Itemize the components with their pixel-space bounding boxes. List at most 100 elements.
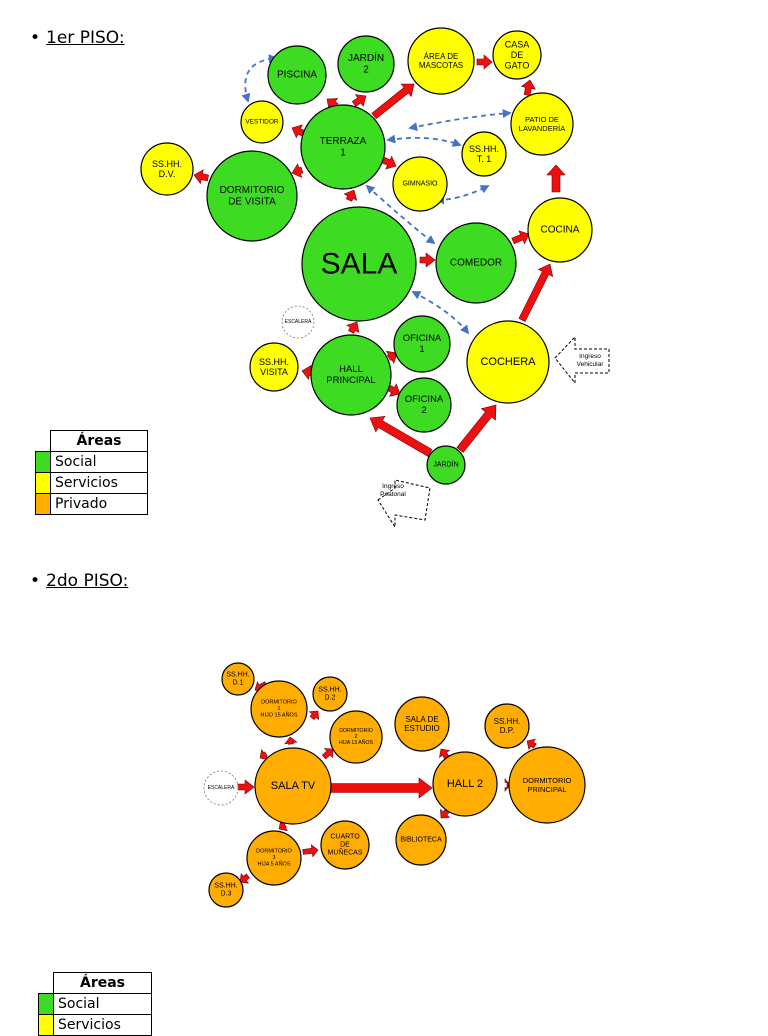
node-circle <box>281 305 315 339</box>
dashed-link-3 <box>408 109 512 132</box>
legend-label-social: Social <box>53 993 152 1015</box>
node-label: DE VISITA <box>228 196 276 207</box>
flow-arrow-27 <box>308 710 320 721</box>
node-label: D.1 <box>233 680 244 687</box>
flow-arrow-7 <box>419 252 436 268</box>
node-circle <box>426 445 466 485</box>
bullet: • <box>30 571 41 591</box>
node-vestidor: VESTIDOR <box>240 100 284 144</box>
node-hall2: HALL 2 <box>432 751 498 817</box>
node-label: D.V. <box>159 169 176 179</box>
flow-arrow-30 <box>239 872 250 884</box>
flow-arrow-23 <box>259 748 269 761</box>
node-label: D.2 <box>325 695 336 702</box>
node-circle <box>407 27 475 95</box>
node-label: MASCOTAS <box>419 61 463 70</box>
node-label: SALA TV <box>271 780 316 792</box>
node-sshh-d1: SS.HH.D.1 <box>221 662 255 696</box>
node-label: ESCALERA <box>208 785 235 791</box>
node-label: CUARTO <box>330 834 360 841</box>
node-circle <box>312 676 348 712</box>
node-label: OFICINA <box>405 394 444 405</box>
node-label: PRINCIPAL <box>527 785 566 794</box>
bullet: • <box>30 28 41 48</box>
legend-label-servicios: Servicios <box>53 1014 152 1036</box>
flow-arrow-13 <box>291 163 304 178</box>
node-label: GATO <box>505 60 530 70</box>
node-sshh-dp: SS.HH.D.P. <box>484 703 530 749</box>
flow-arrow-20 <box>193 169 209 185</box>
flow-arrow-25 <box>284 736 298 745</box>
node-label: ÁREA DE <box>424 52 459 61</box>
node-label: DORMITORIO <box>256 849 292 855</box>
node-circle <box>484 703 530 749</box>
node-circle <box>337 35 395 93</box>
node-circle <box>435 222 517 304</box>
node-biblioteca: BIBLIOTECA <box>395 814 447 866</box>
floor2-heading: • 2do PISO: <box>30 571 128 591</box>
legend-label-social: Social <box>50 451 148 473</box>
flow-arrow-21 <box>235 779 255 795</box>
dashed-link-1 <box>241 54 278 103</box>
node-escalera2: ESCALERA <box>203 770 239 806</box>
node-sala-tv: SALA TV <box>254 747 332 825</box>
node-sshh-d2: SS.HH.D.2 <box>312 676 348 712</box>
node-circle <box>395 814 447 866</box>
node-circle <box>254 747 332 825</box>
legend-floor1: Áreas Social Servicios Privado <box>35 430 148 515</box>
node-circle <box>206 150 298 242</box>
node-label: VISITA <box>260 367 288 377</box>
node-label: 3 <box>272 855 275 861</box>
legend-title: Áreas <box>53 972 152 994</box>
flow-arrow-6 <box>387 383 401 397</box>
node-circle <box>267 45 327 105</box>
node-cocina: COCINA <box>527 197 593 263</box>
flow-arrow-14 <box>381 155 397 170</box>
flow-arrow-28 <box>278 819 288 832</box>
node-circle <box>461 131 507 177</box>
legend-swatch-servicios <box>35 472 51 494</box>
node-sshh-visita: SS.HH.VISITA <box>249 342 299 392</box>
node-label: SS.HH. <box>494 717 521 726</box>
entry-label: Vehicular <box>577 361 605 368</box>
legend-swatch-privado <box>35 493 51 515</box>
node-label: COCHERA <box>480 356 536 368</box>
node-sala: SALA <box>301 206 417 322</box>
node-circle <box>527 197 593 263</box>
node-escalera1: ESCALERA <box>281 305 315 339</box>
node-label: OFICINA <box>403 333 442 344</box>
node-label: SS.HH. <box>152 159 182 169</box>
node-label: T. 1 <box>477 154 492 164</box>
node-circle <box>301 206 417 322</box>
node-label: HALL 2 <box>447 778 483 790</box>
node-label: PATIO DE <box>525 115 559 124</box>
node-label: 2 <box>355 734 358 740</box>
node-label: BIBLIOTECA <box>400 837 442 844</box>
node-label: VESTIDOR <box>245 119 279 126</box>
node-label: DORMITORIO <box>261 700 297 706</box>
flow-arrow-9 <box>518 263 554 323</box>
node-label: 1 <box>277 706 280 712</box>
node-circle <box>466 320 550 404</box>
dashed-link-2 <box>386 134 462 147</box>
node-sshh-dv: SS.HH.D.V. <box>140 142 194 196</box>
node-label: SS.HH. <box>259 357 289 367</box>
node-label: D.P. <box>500 726 515 735</box>
node-label: CASA <box>505 40 530 50</box>
flow-arrow-11 <box>520 79 536 96</box>
node-circle <box>508 746 586 824</box>
node-label: GIMNASIO <box>402 181 438 188</box>
node-circle <box>310 334 392 416</box>
node-label: SALA DE <box>405 715 438 724</box>
node-circle <box>392 156 448 212</box>
